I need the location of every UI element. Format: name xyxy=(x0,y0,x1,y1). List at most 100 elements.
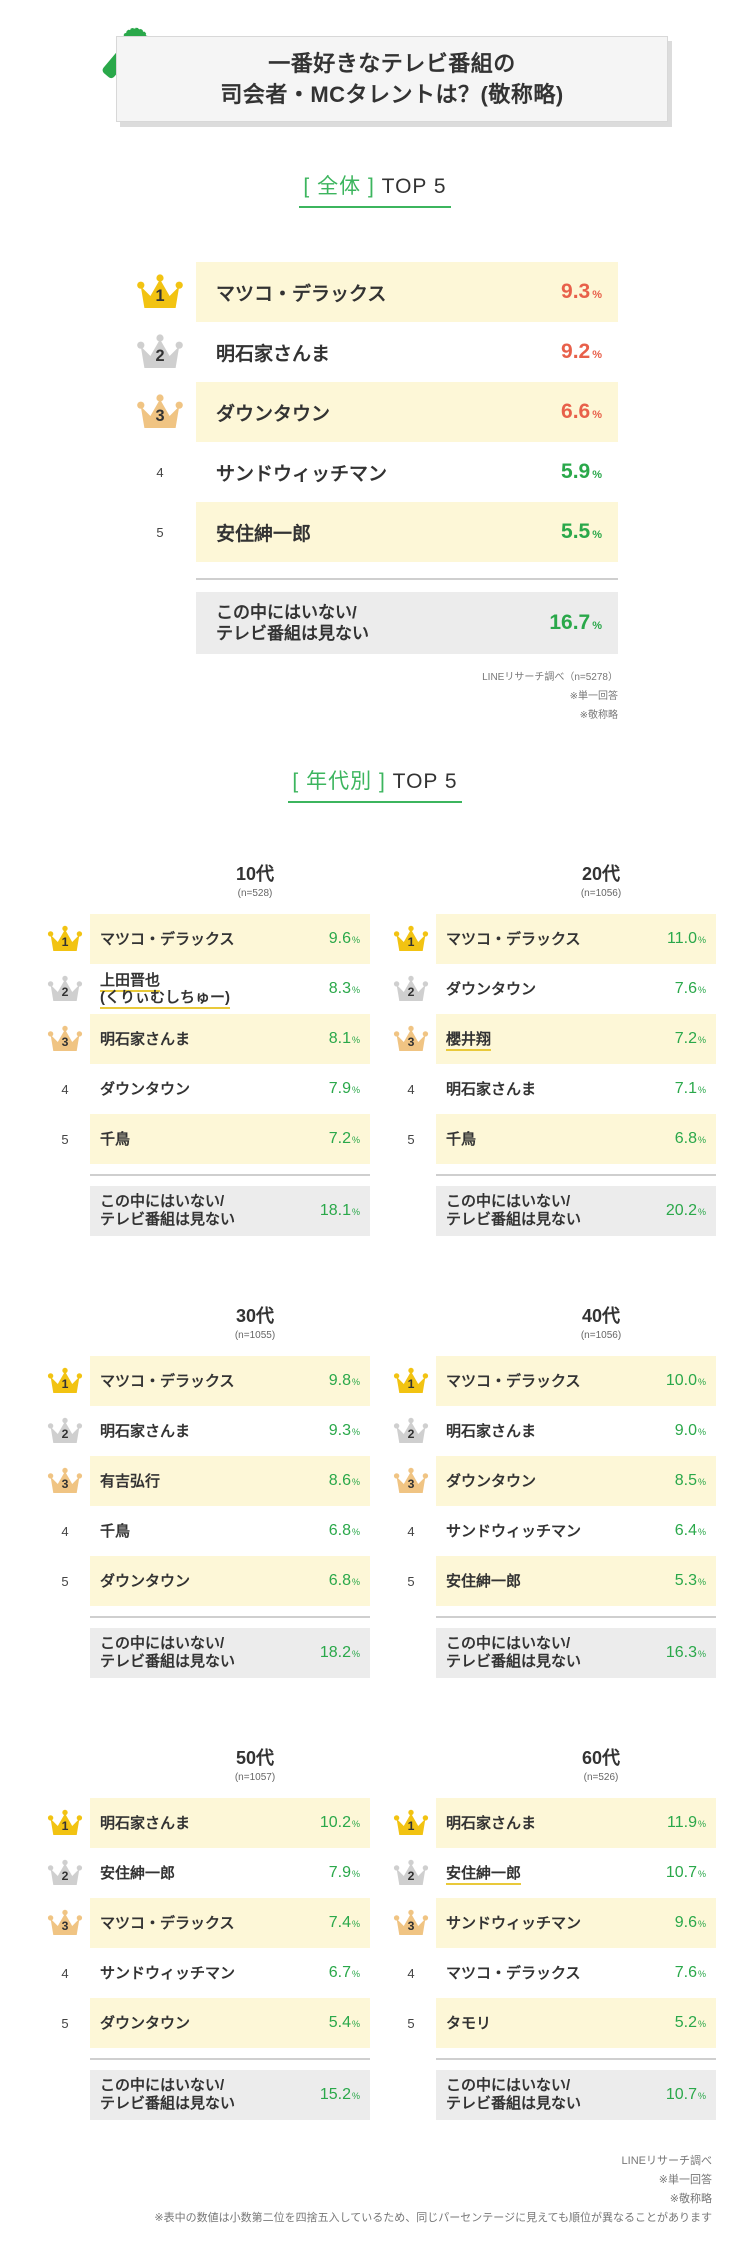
percent-sign: % xyxy=(592,620,602,632)
age-table-header: 50代 (n=1057) xyxy=(140,1744,370,1783)
rank-badge: 2 xyxy=(40,964,90,1014)
rank-badge: 2 xyxy=(40,1848,90,1898)
age-label: 10代 xyxy=(235,864,275,884)
age-row: 2 明石家さんま 9.0% xyxy=(386,1406,716,1456)
age-table: 60代 (n=526) 1 明石家さんま 11.9% 2 安住紳一郎 10.7% 3 サンドウィッ… xyxy=(386,1744,716,2144)
value: 6.8% xyxy=(329,1522,360,1540)
rank-number: 4 xyxy=(407,1965,415,1981)
rank-badge: 5 xyxy=(386,1556,436,1606)
value-number: 10.0 xyxy=(665,1372,697,1389)
overall-row: 4 サンドウィッチマン 5.9% xyxy=(130,442,618,502)
age-row: 3 有吉弘行 8.6% xyxy=(40,1456,370,1506)
crown-rank: 1 xyxy=(393,924,429,955)
age-other-label: この中にはいない/テレビ番組は見ない xyxy=(446,2077,666,2113)
percent-sign: % xyxy=(592,409,602,421)
age-row-cell: 安住紳一郎 10.7% xyxy=(436,1848,716,1898)
overall-row: 2 明石家さんま 9.2% xyxy=(130,322,618,382)
talent-name: マツコ・デラックス xyxy=(216,283,387,305)
crown-icon xyxy=(47,975,83,1001)
crown-rank: 2 xyxy=(393,1416,429,1447)
age-divider xyxy=(436,1616,716,1618)
value: 6.8% xyxy=(329,1572,360,1590)
rank-badge: 4 xyxy=(40,1506,90,1556)
value: 5.3% xyxy=(675,1572,706,1590)
age-row: 3 櫻井翔 7.2% xyxy=(386,1014,716,1064)
age-table-header: 30代 (n=1055) xyxy=(140,1302,370,1341)
percent-sign: % xyxy=(351,1085,360,1095)
age-row: 1 マツコ・デラックス 10.0% xyxy=(386,1356,716,1406)
crown-rank: 1 xyxy=(47,924,83,955)
age-label: 40代 xyxy=(581,1306,621,1326)
footer-note-single: ※単一回答 xyxy=(658,2174,712,2186)
rank-number: 3 xyxy=(61,1919,69,1934)
value-number: 6.8 xyxy=(674,1130,697,1147)
talent-name-text: 千鳥 xyxy=(446,1130,477,1148)
crown-icon xyxy=(47,925,83,951)
age-divider xyxy=(436,1174,716,1176)
rank-number: 1 xyxy=(407,1819,415,1834)
overall-note-single: ※単一回答 xyxy=(569,691,618,702)
talent-name-text: マツコ・デラックス xyxy=(100,1372,235,1390)
overall-row-cell: ダウンタウン 6.6% xyxy=(196,382,618,442)
value-number: 9.3 xyxy=(328,1422,351,1439)
rank-badge: 1 xyxy=(386,1798,436,1848)
value: 8.5% xyxy=(675,1472,706,1490)
rank-badge: 2 xyxy=(130,322,190,382)
age-divider xyxy=(90,1616,370,1618)
age-title-bracket-open: [ xyxy=(292,770,300,793)
value-number: 7.9 xyxy=(328,1080,351,1097)
value: 16.3% xyxy=(666,1644,706,1662)
crown-rank: 3 xyxy=(393,1466,429,1497)
crown-rank: 3 xyxy=(47,1466,83,1497)
value-number: 5.9 xyxy=(561,460,591,483)
value: 7.1% xyxy=(675,1080,706,1098)
value: 9.6% xyxy=(675,1914,706,1932)
percent-sign: % xyxy=(351,1819,360,1829)
percent-sign: % xyxy=(351,2019,360,2029)
percent-sign: % xyxy=(697,2019,706,2029)
rank-badge: 4 xyxy=(40,1064,90,1114)
rank-number: 4 xyxy=(61,1081,69,1097)
value-number: 15.2 xyxy=(319,2086,351,2103)
age-row-cell: マツコ・デラックス 9.8% xyxy=(90,1356,370,1406)
footer-notes: LINEリサーチ調べ ※単一回答 ※敬称略 ※表中の数値は小数第二位を四捨五入し… xyxy=(154,2152,712,2228)
age-row-cell: 明石家さんま 10.2% xyxy=(90,1798,370,1848)
rank-number: 2 xyxy=(407,1869,415,1884)
age-row-cell: 明石家さんま 9.0% xyxy=(436,1406,716,1456)
rank-badge: 5 xyxy=(386,1998,436,2048)
age-row: 4 サンドウィッチマン 6.4% xyxy=(386,1506,716,1556)
talent-name: ダウンタウン xyxy=(216,403,331,425)
age-table-rows: 1 マツコ・デラックス 9.6% 2 上田晋也 (くりぃむしちゅー) 8.3% 3 明石家さんま… xyxy=(40,914,370,1164)
crown-rank: 3 xyxy=(136,392,184,433)
rank-number: 5 xyxy=(61,1131,69,1147)
value: 8.6% xyxy=(329,1472,360,1490)
crown-rank: 3 xyxy=(47,1024,83,1055)
age-other-row: この中にはいない/テレビ番組は見ない 20.2% xyxy=(436,1186,716,1236)
overall-row-cell: 明石家さんま 9.2% xyxy=(196,322,618,382)
age-row-cell: マツコ・デラックス 11.0% xyxy=(436,914,716,964)
talent-name-text: 千鳥 xyxy=(100,1522,131,1540)
crown-rank: 1 xyxy=(393,1366,429,1397)
age-divider xyxy=(90,1174,370,1176)
talent-name: 安住紳一郎 xyxy=(446,1864,666,1885)
overall-other-value: 16.7% xyxy=(549,611,602,635)
talent-name: サンドウィッチマン xyxy=(100,1965,329,1982)
talent-name-text: 明石家さんま xyxy=(446,1422,537,1440)
talent-name: タモリ xyxy=(446,2015,675,2032)
percent-sign: % xyxy=(697,1919,706,1929)
overall-ranking-list: 1 マツコ・デラックス 9.3% 2 明石家さんま 9.2% 3 ダウンタウン 6.6% 4 サンド… xyxy=(130,262,618,562)
percent-sign: % xyxy=(351,1919,360,1929)
crown-icon xyxy=(47,1367,83,1393)
rank-badge: 4 xyxy=(386,1948,436,1998)
crown-rank: 3 xyxy=(47,1908,83,1939)
value: 6.6% xyxy=(561,400,602,424)
overall-notes: LINEリサーチ調べ（n=5278） ※単一回答 ※敬称略 xyxy=(482,668,618,725)
value: 18.1% xyxy=(320,1202,360,1220)
rank-badge: 1 xyxy=(130,262,190,322)
crown-icon xyxy=(47,1809,83,1835)
overall-section-title: [ 全体 ] TOP 5 xyxy=(0,170,750,208)
value: 9.3% xyxy=(561,280,602,304)
age-row: 5 千鳥 6.8% xyxy=(386,1114,716,1164)
age-label: 50代 xyxy=(235,1748,275,1768)
age-other-label: この中にはいない/テレビ番組は見ない xyxy=(100,1193,320,1229)
